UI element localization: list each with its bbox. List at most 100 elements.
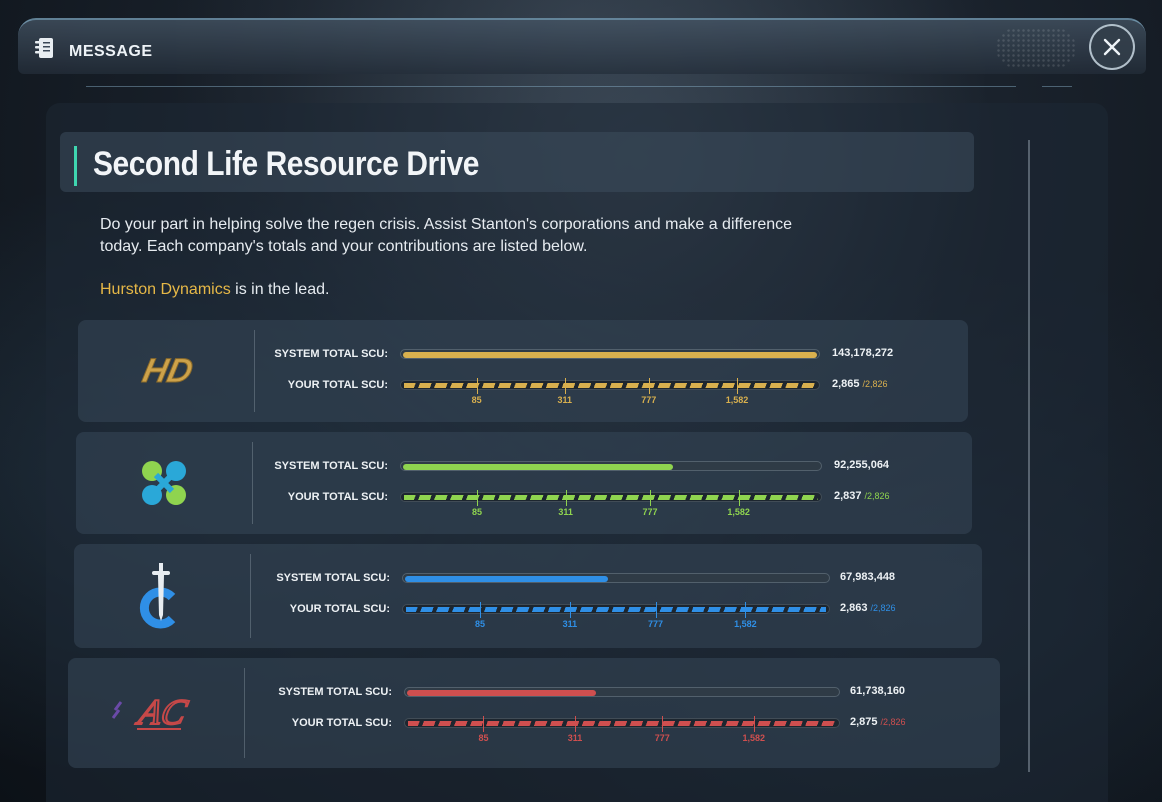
- milestone-label: 311: [567, 733, 583, 743]
- crusader-logo: [138, 561, 186, 635]
- milestone-tick: [480, 602, 482, 618]
- card-divider: [254, 330, 255, 412]
- milestone-tick: [738, 490, 740, 506]
- close-button[interactable]: [1089, 24, 1135, 70]
- milestone-label: 85: [475, 619, 486, 629]
- lead-status: Hurston Dynamics is in the lead.: [100, 281, 329, 299]
- milestone-label: 1,582: [742, 733, 766, 743]
- milestone-label: 85: [471, 507, 482, 517]
- system-total-fill: [403, 464, 674, 470]
- message-header: MESSAGE: [18, 18, 1146, 74]
- milestone-label: 777: [642, 507, 658, 517]
- your-total-fill: [404, 383, 816, 388]
- milestone-label: 85: [478, 733, 489, 743]
- system-total-label: SYSTEM TOTAL SCU:: [274, 348, 388, 360]
- milestone-tick: [575, 716, 577, 732]
- your-total-label: YOUR TOTAL SCU:: [289, 603, 390, 615]
- card-divider: [252, 442, 253, 524]
- scrollbar[interactable]: [1028, 140, 1030, 772]
- your-total-label: YOUR TOTAL SCU:: [287, 491, 388, 503]
- your-total-amount: 2,865: [832, 378, 860, 390]
- milestone-label: 311: [558, 507, 573, 517]
- your-total-value: 2,863/2,826: [840, 602, 896, 614]
- card-divider: [244, 668, 245, 758]
- lead-suffix: is in the lead.: [230, 281, 330, 298]
- message-description: Do your part in helping solve the regen …: [100, 216, 793, 255]
- milestone-label: 777: [654, 733, 670, 743]
- your-total-label: YOUR TOTAL SCU:: [291, 717, 392, 729]
- svg-text:HD: HD: [139, 352, 196, 390]
- company-card: SYSTEM TOTAL SCU: YOUR TOTAL SCU: 85 311 777…: [76, 432, 972, 534]
- card-divider: [250, 554, 251, 638]
- system-total-bar: [404, 687, 840, 697]
- company-card: HD SYSTEM TOTAL SCU: YOUR TOTAL SCU: 85 311 7…: [78, 320, 968, 422]
- your-total-bar: 85 311 777 1,582: [400, 378, 820, 405]
- your-total-fill: [404, 495, 818, 500]
- milestone-label: 311: [562, 619, 578, 629]
- your-total-cap: /2,826: [870, 603, 896, 613]
- milestone-tick: [737, 378, 738, 394]
- milestone-label: 777: [641, 395, 657, 405]
- your-total-bar: 85 311 777 1,582: [402, 602, 830, 629]
- system-total-value: 143,178,272: [832, 347, 894, 359]
- system-total-label: SYSTEM TOTAL SCU:: [276, 572, 390, 584]
- header-underline: [26, 86, 1136, 88]
- system-total-value: 92,255,064: [834, 459, 890, 471]
- your-total-amount: 2,863: [840, 602, 868, 614]
- close-icon: [1103, 38, 1121, 56]
- milestone-label: 1,582: [734, 619, 757, 629]
- your-total-fill: [406, 607, 826, 612]
- your-total-value: 2,837/2,826: [834, 490, 890, 502]
- your-total-amount: 2,875: [850, 716, 878, 728]
- milestone-tick: [662, 716, 664, 732]
- system-total-value: 61,738,160: [850, 685, 906, 697]
- system-total-fill: [405, 576, 608, 582]
- your-total-amount: 2,837: [834, 490, 862, 502]
- system-total-bar: [400, 349, 820, 359]
- company-card: AC SYSTEM TOTAL SCU: YOUR TOTAL SCU: 85 311 7…: [68, 658, 1000, 768]
- system-total-value: 67,983,448: [840, 571, 896, 583]
- leader-name: Hurston Dynamics: [100, 281, 231, 298]
- your-total-value: 2,865/2,826: [832, 378, 888, 390]
- title-accent: [74, 146, 77, 186]
- milestone-tick: [476, 490, 478, 506]
- milestone-label: 1,582: [725, 395, 749, 405]
- document-icon: [35, 38, 53, 58]
- milestone-tick: [649, 490, 651, 506]
- message-title: Second Life Resource Drive: [93, 145, 479, 183]
- your-total-cap: /2,826: [864, 491, 890, 501]
- milestone-label: 1,582: [727, 507, 750, 517]
- milestone-label: 311: [557, 395, 573, 405]
- hurston-logo: HD: [131, 351, 201, 395]
- your-total-value: 2,875/2,826: [850, 716, 906, 728]
- milestone-tick: [655, 602, 657, 618]
- system-total-fill: [407, 690, 597, 696]
- title-bar: [60, 132, 974, 192]
- system-total-label: SYSTEM TOTAL SCU:: [278, 686, 392, 698]
- milestone-tick: [745, 602, 747, 618]
- system-total-bar: [400, 461, 822, 471]
- milestone-tick: [483, 716, 485, 732]
- milestone-tick: [565, 490, 567, 506]
- system-total-fill: [403, 352, 817, 358]
- milestone-label: 85: [471, 395, 482, 405]
- milestone-tick: [476, 378, 478, 394]
- system-total-bar: [402, 573, 830, 583]
- milestone-tick: [569, 602, 571, 618]
- milestone-label: 777: [648, 619, 664, 629]
- arccorp-logo: AC: [111, 688, 201, 742]
- your-total-bar: 85 311 777 1,582: [404, 716, 840, 743]
- header-texture: [996, 28, 1076, 68]
- company-card: SYSTEM TOTAL SCU: YOUR TOTAL SCU: 85 311 777…: [74, 544, 982, 648]
- milestone-tick: [564, 378, 566, 394]
- microtech-logo: [136, 455, 192, 515]
- svg-text:AC: AC: [133, 692, 192, 732]
- system-total-label: SYSTEM TOTAL SCU:: [274, 460, 388, 472]
- your-total-cap: /2,826: [862, 379, 888, 389]
- your-total-label: YOUR TOTAL SCU:: [287, 379, 388, 391]
- your-total-fill: [408, 721, 836, 726]
- window-title: MESSAGE: [69, 43, 153, 60]
- milestone-tick: [648, 378, 650, 394]
- milestone-tick: [753, 716, 755, 732]
- your-total-cap: /2,826: [880, 717, 906, 727]
